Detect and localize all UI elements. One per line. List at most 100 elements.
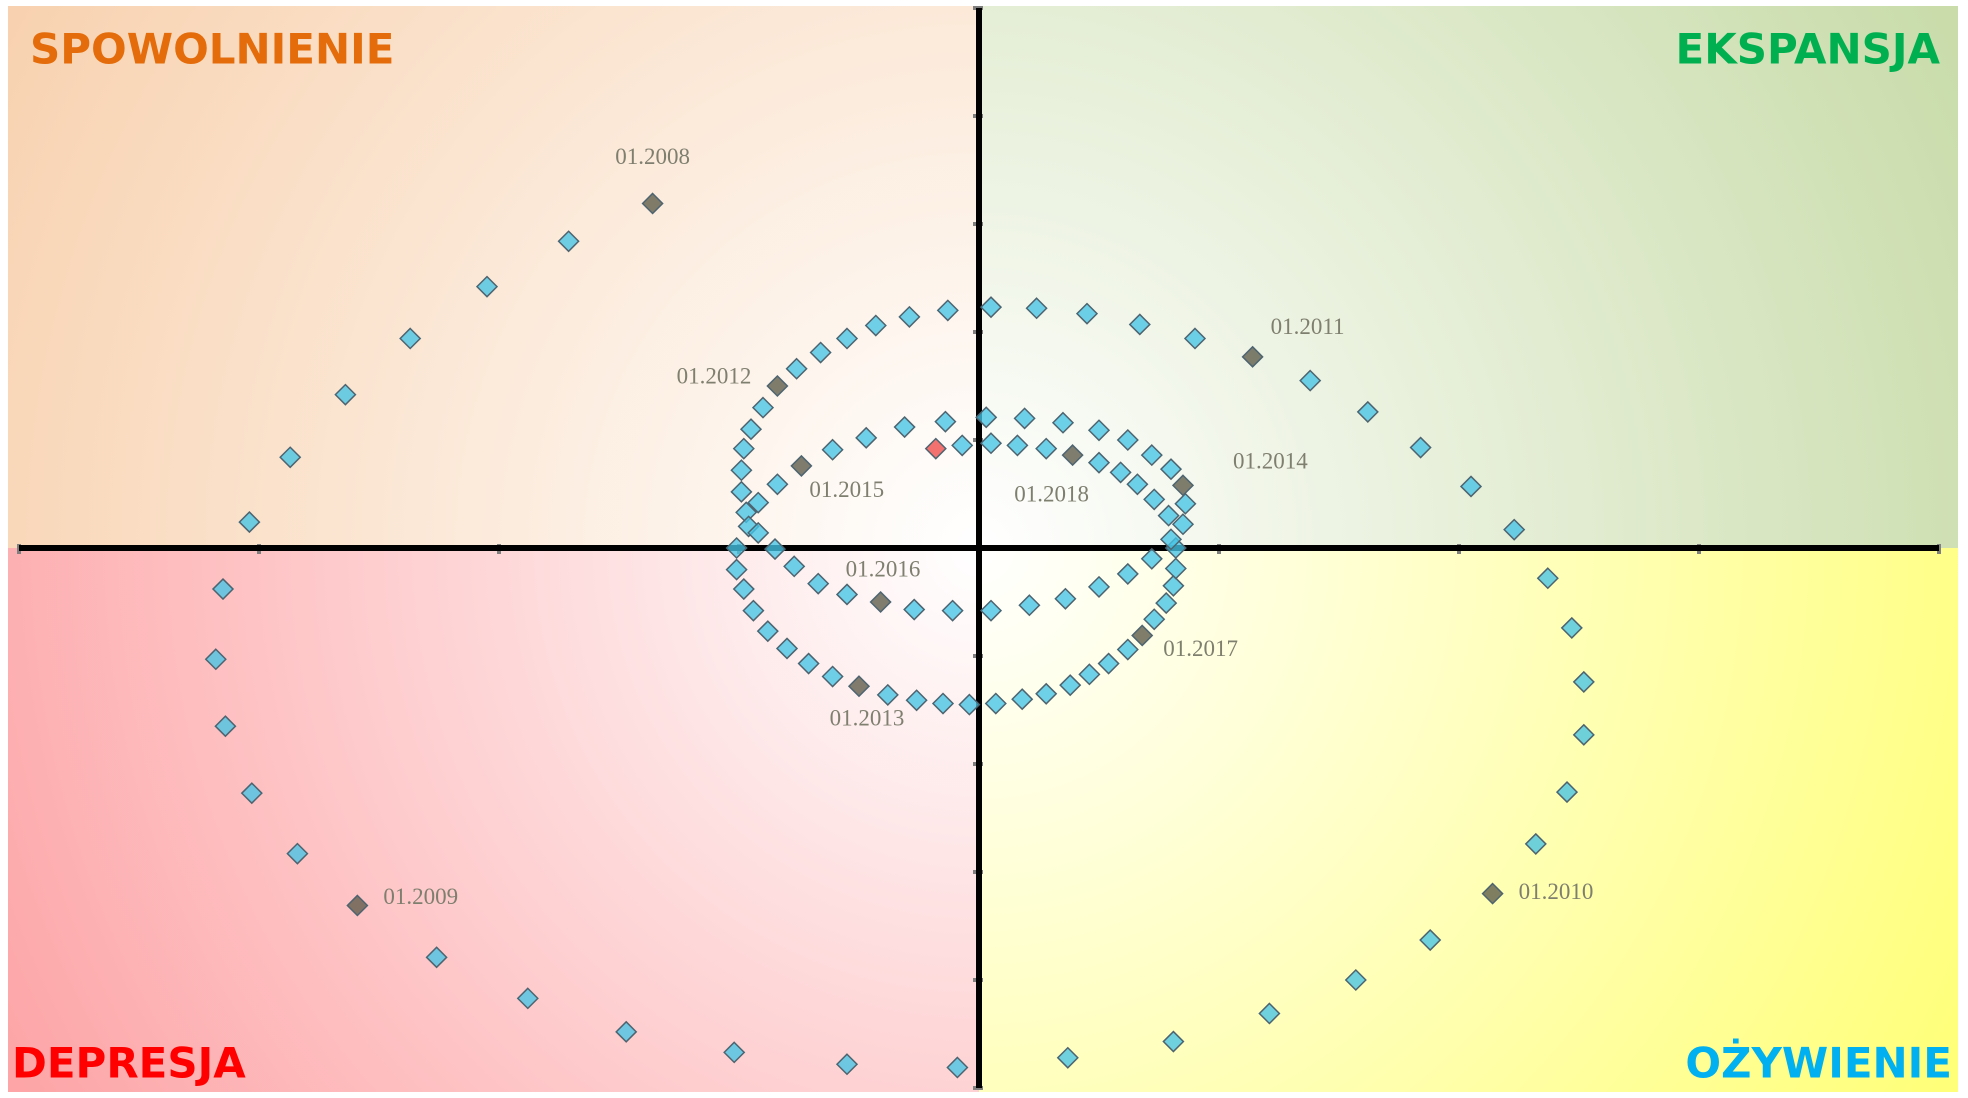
point: [1075, 302, 1099, 325]
point: [756, 620, 779, 643]
point: [1116, 428, 1139, 452]
point: [1241, 345, 1264, 368]
point: [835, 327, 859, 350]
point: [475, 275, 499, 298]
point: [1087, 575, 1111, 598]
point-label: 01.2017: [1163, 636, 1238, 661]
point: [1560, 616, 1583, 639]
point: [1155, 592, 1178, 615]
point: [931, 692, 955, 715]
point: [399, 327, 422, 350]
point: [1087, 419, 1111, 442]
point: [979, 296, 1003, 319]
point: [751, 396, 775, 419]
point: [1164, 557, 1187, 580]
point: [723, 1041, 746, 1064]
point: [946, 1056, 969, 1079]
point: [1299, 369, 1322, 392]
point: [1162, 1030, 1185, 1053]
point: [1344, 968, 1367, 992]
point: [905, 689, 928, 712]
point: [1157, 504, 1180, 527]
point: [766, 473, 789, 496]
point: [747, 491, 770, 514]
point: [1056, 1046, 1079, 1069]
point: [821, 665, 844, 688]
point: [204, 648, 227, 671]
point-label: 01.2009: [383, 884, 458, 909]
point: [876, 683, 899, 706]
point: [1059, 674, 1082, 697]
point: [238, 511, 261, 534]
point: [1503, 518, 1526, 541]
point: [240, 782, 263, 805]
point: [1013, 407, 1036, 430]
point-label: 01.2015: [809, 477, 884, 502]
point: [1018, 594, 1041, 617]
point: [847, 675, 871, 698]
point: [763, 538, 787, 561]
point-label: 01.2011: [1271, 314, 1345, 339]
point: [1183, 327, 1207, 350]
point: [790, 454, 813, 477]
point: [1572, 723, 1595, 746]
point: [1174, 492, 1197, 515]
point: [1536, 567, 1559, 590]
point: [855, 426, 878, 449]
quadrant-label: DEPRESJA: [12, 1039, 246, 1088]
quadrant-background: [979, 548, 1958, 1092]
point: [951, 434, 974, 457]
point: [425, 946, 448, 969]
point: [1419, 928, 1442, 952]
point: [516, 987, 539, 1010]
point: [1126, 473, 1149, 496]
quadrant-background: [8, 6, 979, 548]
quadrant-label: EKSPANSJA: [1676, 25, 1941, 74]
point: [864, 314, 887, 337]
quadrant-label: SPOWOLNIENIE: [30, 25, 394, 74]
point-label: 01.2014: [1233, 449, 1308, 474]
point: [1481, 882, 1504, 905]
point: [1035, 437, 1058, 460]
point: [797, 652, 820, 675]
point: [1025, 297, 1048, 320]
point: [1143, 608, 1166, 631]
point: [739, 418, 763, 441]
point: [747, 521, 770, 544]
point: [807, 572, 830, 595]
point: [732, 437, 755, 460]
point: [214, 715, 237, 738]
point: [615, 1020, 638, 1043]
point: [1140, 444, 1163, 467]
point: [785, 357, 808, 380]
point: [1035, 682, 1058, 705]
point: [725, 536, 748, 560]
point: [1078, 663, 1101, 686]
point: [783, 555, 806, 578]
point: [1011, 688, 1034, 711]
point-label: 01.2012: [677, 363, 752, 388]
point: [1524, 832, 1547, 855]
point: [1128, 313, 1151, 336]
point: [1258, 1002, 1281, 1025]
point: [1143, 488, 1166, 511]
point-label: 01.2016: [846, 556, 921, 581]
point: [641, 192, 664, 215]
point: [936, 299, 959, 322]
point: [903, 598, 926, 621]
point: [1159, 458, 1183, 481]
point: [979, 599, 1003, 622]
point: [1097, 652, 1120, 675]
quadrant-background: [979, 6, 1958, 548]
quadrant-background: [8, 548, 979, 1092]
point: [334, 383, 357, 406]
point: [835, 1053, 859, 1076]
point: [1131, 624, 1154, 647]
point: [1555, 781, 1579, 804]
point: [893, 415, 916, 439]
point-label: 01.2013: [830, 706, 905, 731]
point: [924, 437, 947, 460]
point-label: 01.2008: [615, 144, 690, 169]
